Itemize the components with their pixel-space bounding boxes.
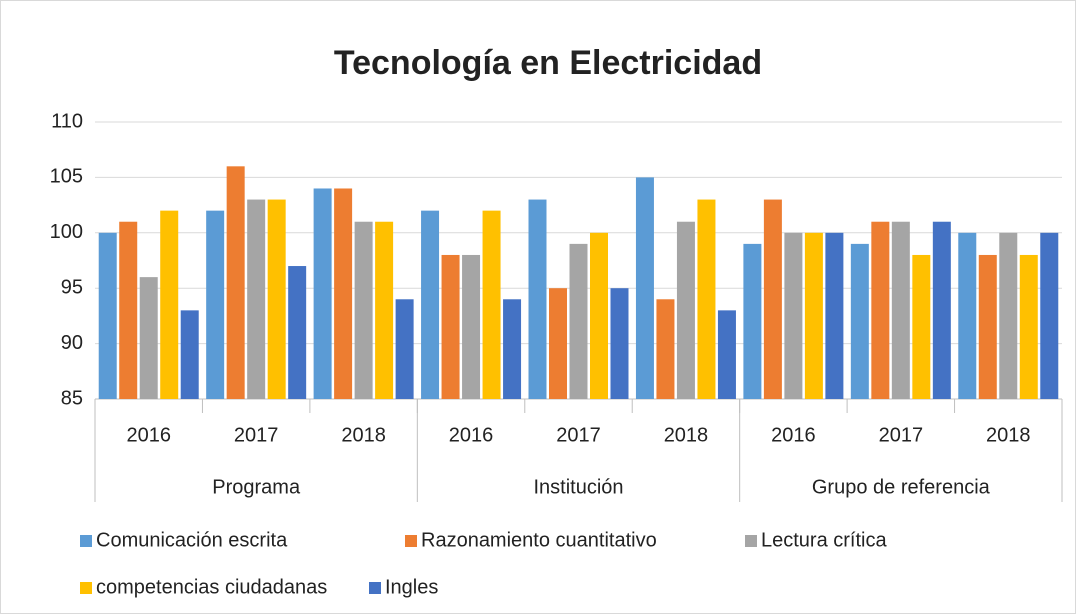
bar: [978, 254, 997, 399]
bar: [503, 299, 522, 399]
bar: [288, 266, 307, 399]
bar: [375, 221, 394, 399]
x-tick-label: 2016: [771, 424, 816, 446]
bar: [999, 232, 1018, 399]
x-tick-label: 2018: [664, 424, 709, 446]
bar: [958, 232, 977, 399]
bar: [763, 199, 782, 399]
bar: [334, 188, 353, 399]
bar: [932, 221, 951, 399]
bar: [717, 310, 736, 399]
bar: [462, 254, 481, 399]
y-tick-label: 100: [50, 221, 83, 243]
bar: [871, 221, 890, 399]
bar: [784, 232, 803, 399]
x-tick-label: 2017: [879, 424, 924, 446]
y-tick-label: 95: [61, 276, 83, 298]
bar: [313, 188, 332, 399]
legend-swatch: [369, 582, 381, 594]
y-tick-label: 90: [61, 332, 83, 354]
bar: [180, 310, 199, 399]
x-tick-label: 2017: [234, 424, 279, 446]
chart-title: Tecnología en Electricidad: [334, 44, 762, 82]
bar: [891, 221, 910, 399]
bar: [590, 232, 608, 399]
bar: [441, 254, 460, 399]
group-label: Grupo de referencia: [812, 476, 991, 498]
x-tick-label: 2018: [341, 424, 386, 446]
bar: [743, 243, 762, 399]
legend-swatch: [745, 535, 757, 547]
x-tick-label: 2016: [449, 424, 494, 446]
bar: [482, 210, 501, 399]
bar: [912, 254, 931, 399]
legend-swatch: [405, 535, 417, 547]
bar: [610, 288, 629, 399]
bar: [804, 232, 823, 399]
legend-label: Lectura crítica: [761, 529, 887, 551]
bar: [421, 210, 440, 399]
y-tick-label: 110: [51, 110, 83, 132]
bar: [206, 210, 225, 399]
bar: [98, 232, 117, 399]
bar: [676, 221, 695, 399]
bar: [1019, 254, 1038, 399]
legend-label: Razonamiento cuantitativo: [421, 529, 657, 551]
legend-swatch: [80, 535, 92, 547]
legend-swatch: [80, 582, 92, 594]
legend-label: competencias ciudadanas: [96, 576, 327, 598]
bar: [119, 221, 138, 399]
bar: [549, 288, 567, 399]
y-tick-label: 105: [50, 166, 83, 188]
bar: [139, 277, 158, 399]
bar: [656, 299, 675, 399]
bar: [1040, 232, 1059, 399]
legend-label: Comunicación escrita: [96, 529, 288, 551]
bar: [395, 299, 414, 399]
y-tick-label: 85: [61, 387, 83, 409]
bar: [354, 221, 373, 399]
bar: [825, 232, 844, 399]
bar: [267, 199, 286, 399]
bar: [697, 199, 716, 399]
x-tick-label: 2017: [556, 424, 601, 446]
group-label: Institución: [533, 476, 623, 498]
bar: [226, 166, 245, 399]
bar: [850, 243, 869, 399]
bar: [247, 199, 266, 399]
bar: [635, 177, 654, 399]
bar: [569, 243, 588, 399]
x-tick-label: 2018: [986, 424, 1031, 446]
legend-label: Ingles: [385, 576, 438, 598]
bar: [160, 210, 179, 399]
x-tick-label: 2016: [126, 424, 171, 446]
bar: [528, 199, 547, 399]
group-label: Programa: [212, 476, 301, 498]
